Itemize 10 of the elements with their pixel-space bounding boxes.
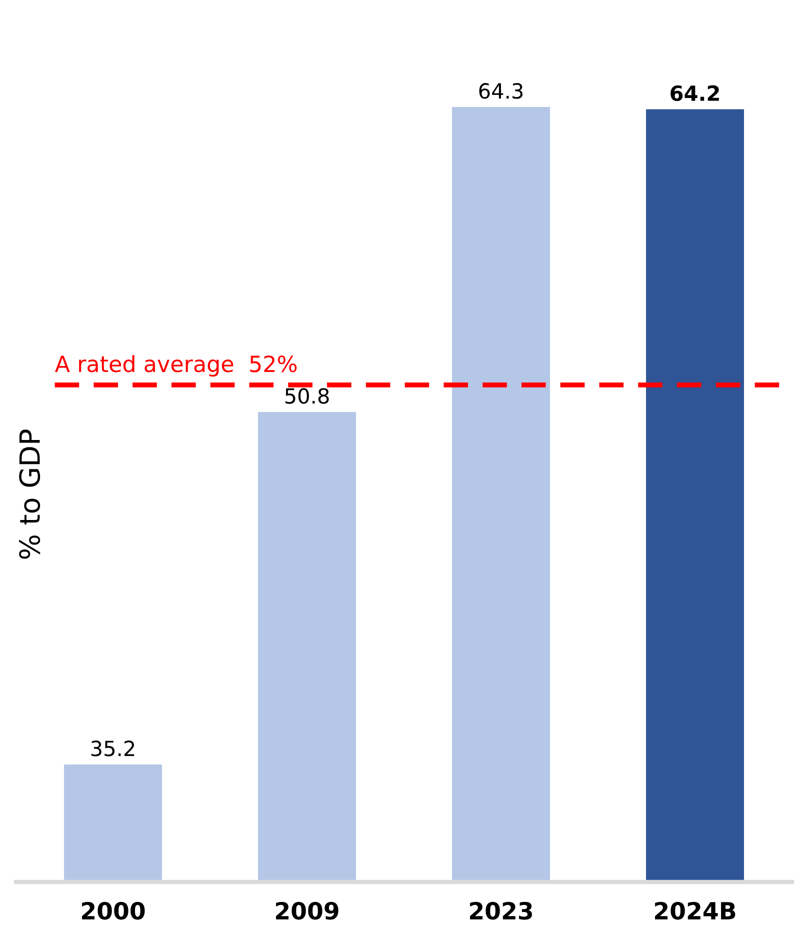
x-tick-label: 2009 [276, 902, 338, 920]
x-tick-label: 2024B [655, 902, 736, 920]
y-axis-title: % to GDP [19, 430, 40, 559]
data-label: 64.3 [479, 83, 523, 99]
ref-line-label: A rated average 52% [54, 355, 297, 377]
data-label: 50.8 [285, 388, 329, 404]
data-label: 35.2 [91, 740, 134, 756]
x-tick-label: 2000 [82, 902, 145, 920]
x-tick-label: 2023 [470, 902, 532, 920]
data-label: 64.2 [670, 85, 719, 102]
